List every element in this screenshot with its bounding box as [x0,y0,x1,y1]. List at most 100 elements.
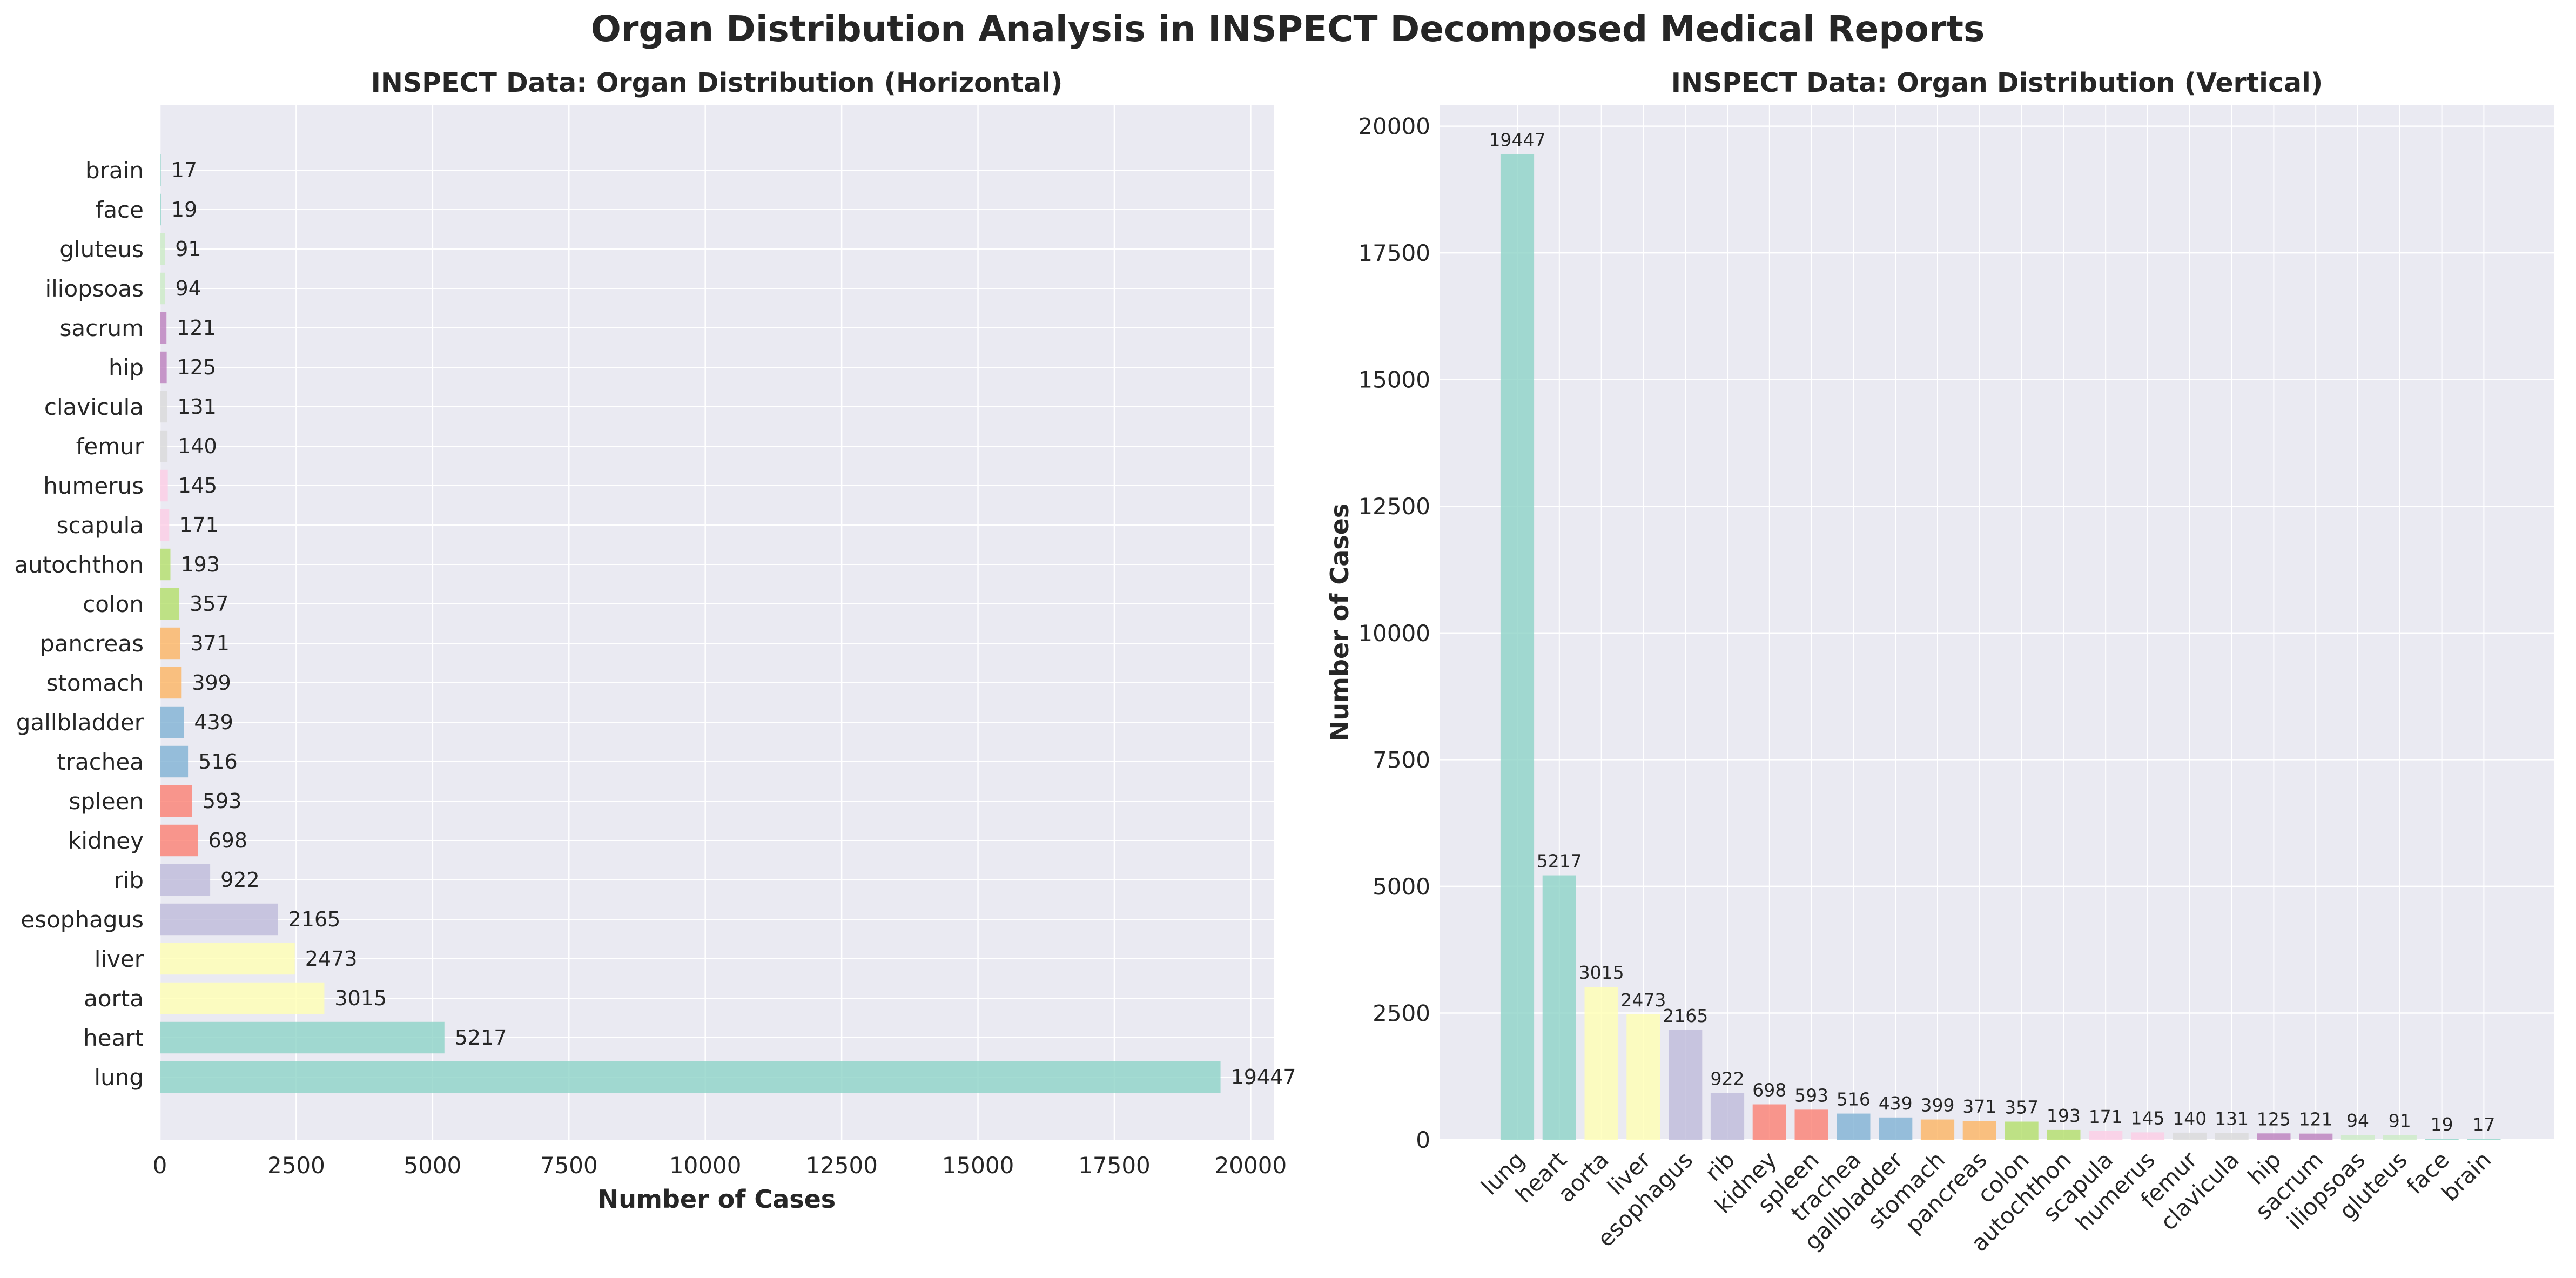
bar-femur [2173,1132,2207,1140]
right-y-tick-label: 2500 [1373,1000,1430,1026]
value-label-iliopsoas: 94 [2346,1110,2369,1131]
category-label-heart: heart [83,1025,144,1051]
category-label-pancreas: pancreas [40,630,144,657]
bar-rib [160,864,211,896]
bar-heart [1542,875,1576,1140]
right-plot-area [1440,105,2554,1140]
bar-trachea [1837,1113,1871,1140]
category-label-esophagus: esophagus [21,906,144,933]
bar-stomach [160,667,182,699]
category-label-lung: lung [94,1064,144,1091]
category-label-clavicula: clavicula [44,394,144,420]
bar-autochthon [160,548,171,581]
value-label-esophagus: 2165 [288,907,341,931]
value-label-aorta: 3015 [334,986,387,1010]
category-label-rib: rib [113,867,144,893]
bar-colon [160,588,180,620]
left-gridlines [159,105,1274,1140]
value-label-spleen: 593 [203,789,242,813]
category-label-stomach: stomach [46,670,144,696]
bar-esophagus [160,903,278,936]
value-label-clavicula: 131 [177,395,217,419]
value-label-liver: 2473 [305,947,358,971]
bar-gluteus [2383,1135,2417,1140]
category-label-spleen: spleen [69,788,144,815]
bar-brain [160,154,161,186]
left-x-tick-label: 10000 [669,1152,742,1179]
left-x-tick-label: 2500 [267,1152,325,1179]
bar-face [160,193,161,226]
category-label-iliopsoas: iliopsoas [45,275,144,302]
bar-sacrum [2299,1133,2333,1140]
value-label-kidney: 698 [1752,1080,1786,1101]
bar-humerus [2130,1132,2165,1140]
value-label-spleen: 593 [1794,1085,1828,1106]
value-label-stomach: 399 [1921,1095,1955,1116]
bar-esophagus [1669,1030,1703,1140]
value-label-gluteus: 91 [175,237,201,261]
value-label-femur: 140 [178,434,217,458]
left-plot-area [160,105,1274,1140]
left-category-labels: lung heart aorta liver esophagus rib kidney spl… [14,157,144,1091]
value-label-stomach: 399 [192,671,231,695]
right-y-tick-labels: 0 2500 5000 7500 10000 12500 15000 17500 20000 [1358,113,1430,1153]
right-gridlines [1440,105,2554,1141]
value-label-rib: 922 [1711,1068,1745,1089]
bar-face [2425,1139,2459,1140]
bar-gallbladder [1879,1117,1913,1140]
left-x-axis-label: Number of Cases [598,1185,836,1214]
category-label-brain: brain [85,157,144,184]
value-label-liver: 2473 [1620,990,1666,1011]
category-label-face: face [96,197,144,223]
right-y-tick-label: 5000 [1373,873,1430,900]
value-label-scapula: 171 [2089,1106,2123,1127]
value-label-hip: 125 [177,355,217,379]
value-label-colon: 357 [190,592,229,616]
horizontal-bar-chart: 19447 5217 3015 2473 2165 922 698 593 516 439 399 3… [14,68,1296,1214]
bar-iliopsoas [160,272,165,305]
left-x-tick-label: 20000 [1215,1152,1287,1179]
value-label-femur: 140 [2173,1108,2207,1129]
value-label-gallbladder: 439 [194,710,233,734]
category-label-sacrum: sacrum [59,315,144,341]
bar-iliopsoas [2340,1135,2375,1140]
bar-clavicula [160,391,167,423]
bar-clavicula [2215,1133,2249,1140]
value-label-colon: 357 [2005,1097,2039,1118]
left-x-tick-label: 12500 [805,1152,878,1179]
bar-femur [160,430,168,462]
value-label-pancreas: 371 [1962,1096,1996,1117]
bar-liver [160,943,295,975]
left-x-tick-label: 0 [153,1152,167,1179]
bar-pancreas [160,627,180,660]
value-label-heart: 5217 [455,1026,507,1050]
category-label-aorta: aorta [84,985,144,1012]
right-chart-title: INSPECT Data: Organ Distribution (Vertic… [1671,68,2323,98]
bar-liver [1626,1014,1660,1140]
bar-kidney [160,824,198,857]
category-label-autochthon: autochthon [14,551,144,578]
bar-stomach [1920,1119,1955,1140]
bar-autochthon [2047,1129,2081,1140]
value-label-scapula: 171 [179,513,219,537]
left-x-tick-label: 17500 [1078,1152,1151,1179]
right-y-tick-label: 0 [1416,1127,1430,1153]
bar-gluteus [160,233,165,265]
category-label-trachea: trachea [57,749,144,775]
bar-brain [2467,1139,2501,1140]
value-label-sacrum: 121 [2299,1109,2333,1130]
bar-heart [160,1021,445,1054]
value-label-heart: 5217 [1537,851,1582,872]
bar-colon [2005,1121,2039,1140]
value-label-gallbladder: 439 [1879,1093,1913,1114]
value-label-humerus: 145 [2131,1107,2165,1128]
right-y-tick-label: 15000 [1358,367,1430,393]
left-x-tick-labels: 0 2500 5000 7500 10000 12500 15000 17500 20000 [153,1152,1287,1179]
bar-kidney [1752,1104,1786,1140]
left-chart-title: INSPECT Data: Organ Distribution (Horizo… [371,68,1063,98]
bar-humerus [160,469,168,502]
right-y-tick-label: 12500 [1358,493,1430,520]
